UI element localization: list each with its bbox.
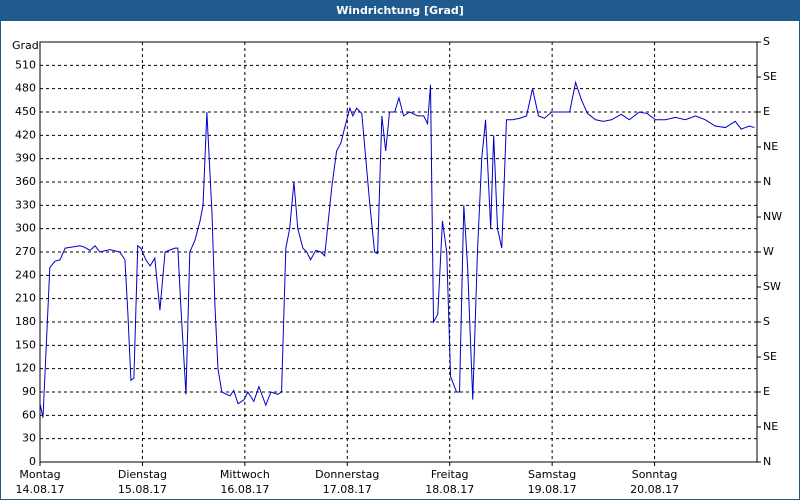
y-tick-label: 60 [22,408,36,421]
x-tick-label: Samstag [528,468,576,481]
y2-tick-label: N [763,455,771,468]
y-tick-label: 120 [15,362,36,375]
x-tick-date: 15.08.17 [118,483,167,496]
y2-tick-label: NE [763,420,778,433]
y2-tick-label: SE [763,350,777,363]
y-tick-label: 90 [22,385,36,398]
y2-tick-label: SW [763,280,781,293]
y-axis-label: Grad [12,39,39,52]
x-tick-label: Freitag [431,468,469,481]
x-tick-date: 14.08.17 [16,483,65,496]
y-tick-label: 450 [15,105,36,118]
x-tick-label: Donnerstag [315,468,379,481]
data-line [39,80,755,418]
x-tick-date: 19.08.17 [528,483,577,496]
plot-area [39,41,758,463]
y-tick-label: 270 [15,245,36,258]
x-tick-label: Sonntag [632,468,678,481]
y-tick-label: 480 [15,82,36,95]
y-tick-label: 390 [15,152,36,165]
y2-tick-label: W [763,245,774,258]
y2-tick-label: S [763,35,770,48]
x-tick-date: 20.08.17 [630,483,679,496]
y-tick-label: 150 [15,338,36,351]
y-tick-label: 330 [15,198,36,211]
x-tick-label: Dienstag [118,468,167,481]
y-tick-label: 420 [15,128,36,141]
x-tick-label: Mittwoch [220,468,270,481]
x-tick-date: 18.08.17 [425,483,474,496]
chart-title: Windrichtung [Grad] [336,4,464,17]
y2-tick-label: NW [763,210,782,223]
y-tick-label: 510 [15,58,36,71]
x-tick-date: 16.08.17 [220,483,269,496]
y-tick-label: 0 [29,455,36,468]
y2-tick-label: S [763,315,770,328]
y2-tick-label: E [763,385,770,398]
y-tick-label: 300 [15,222,36,235]
y-tick-label: 180 [15,315,36,328]
y2-tick-label: NE [763,140,778,153]
y-tick-label: 30 [22,432,36,445]
y2-tick-label: N [763,175,771,188]
title-bar [0,0,800,21]
y-tick-label: 210 [15,292,36,305]
y-tick-label: 360 [15,175,36,188]
y2-tick-label: SE [763,70,777,83]
y-tick-label: 240 [15,268,36,281]
x-tick-label: Montag [19,468,60,481]
y2-tick-label: E [763,105,770,118]
x-tick-date: 17.08.17 [323,483,372,496]
